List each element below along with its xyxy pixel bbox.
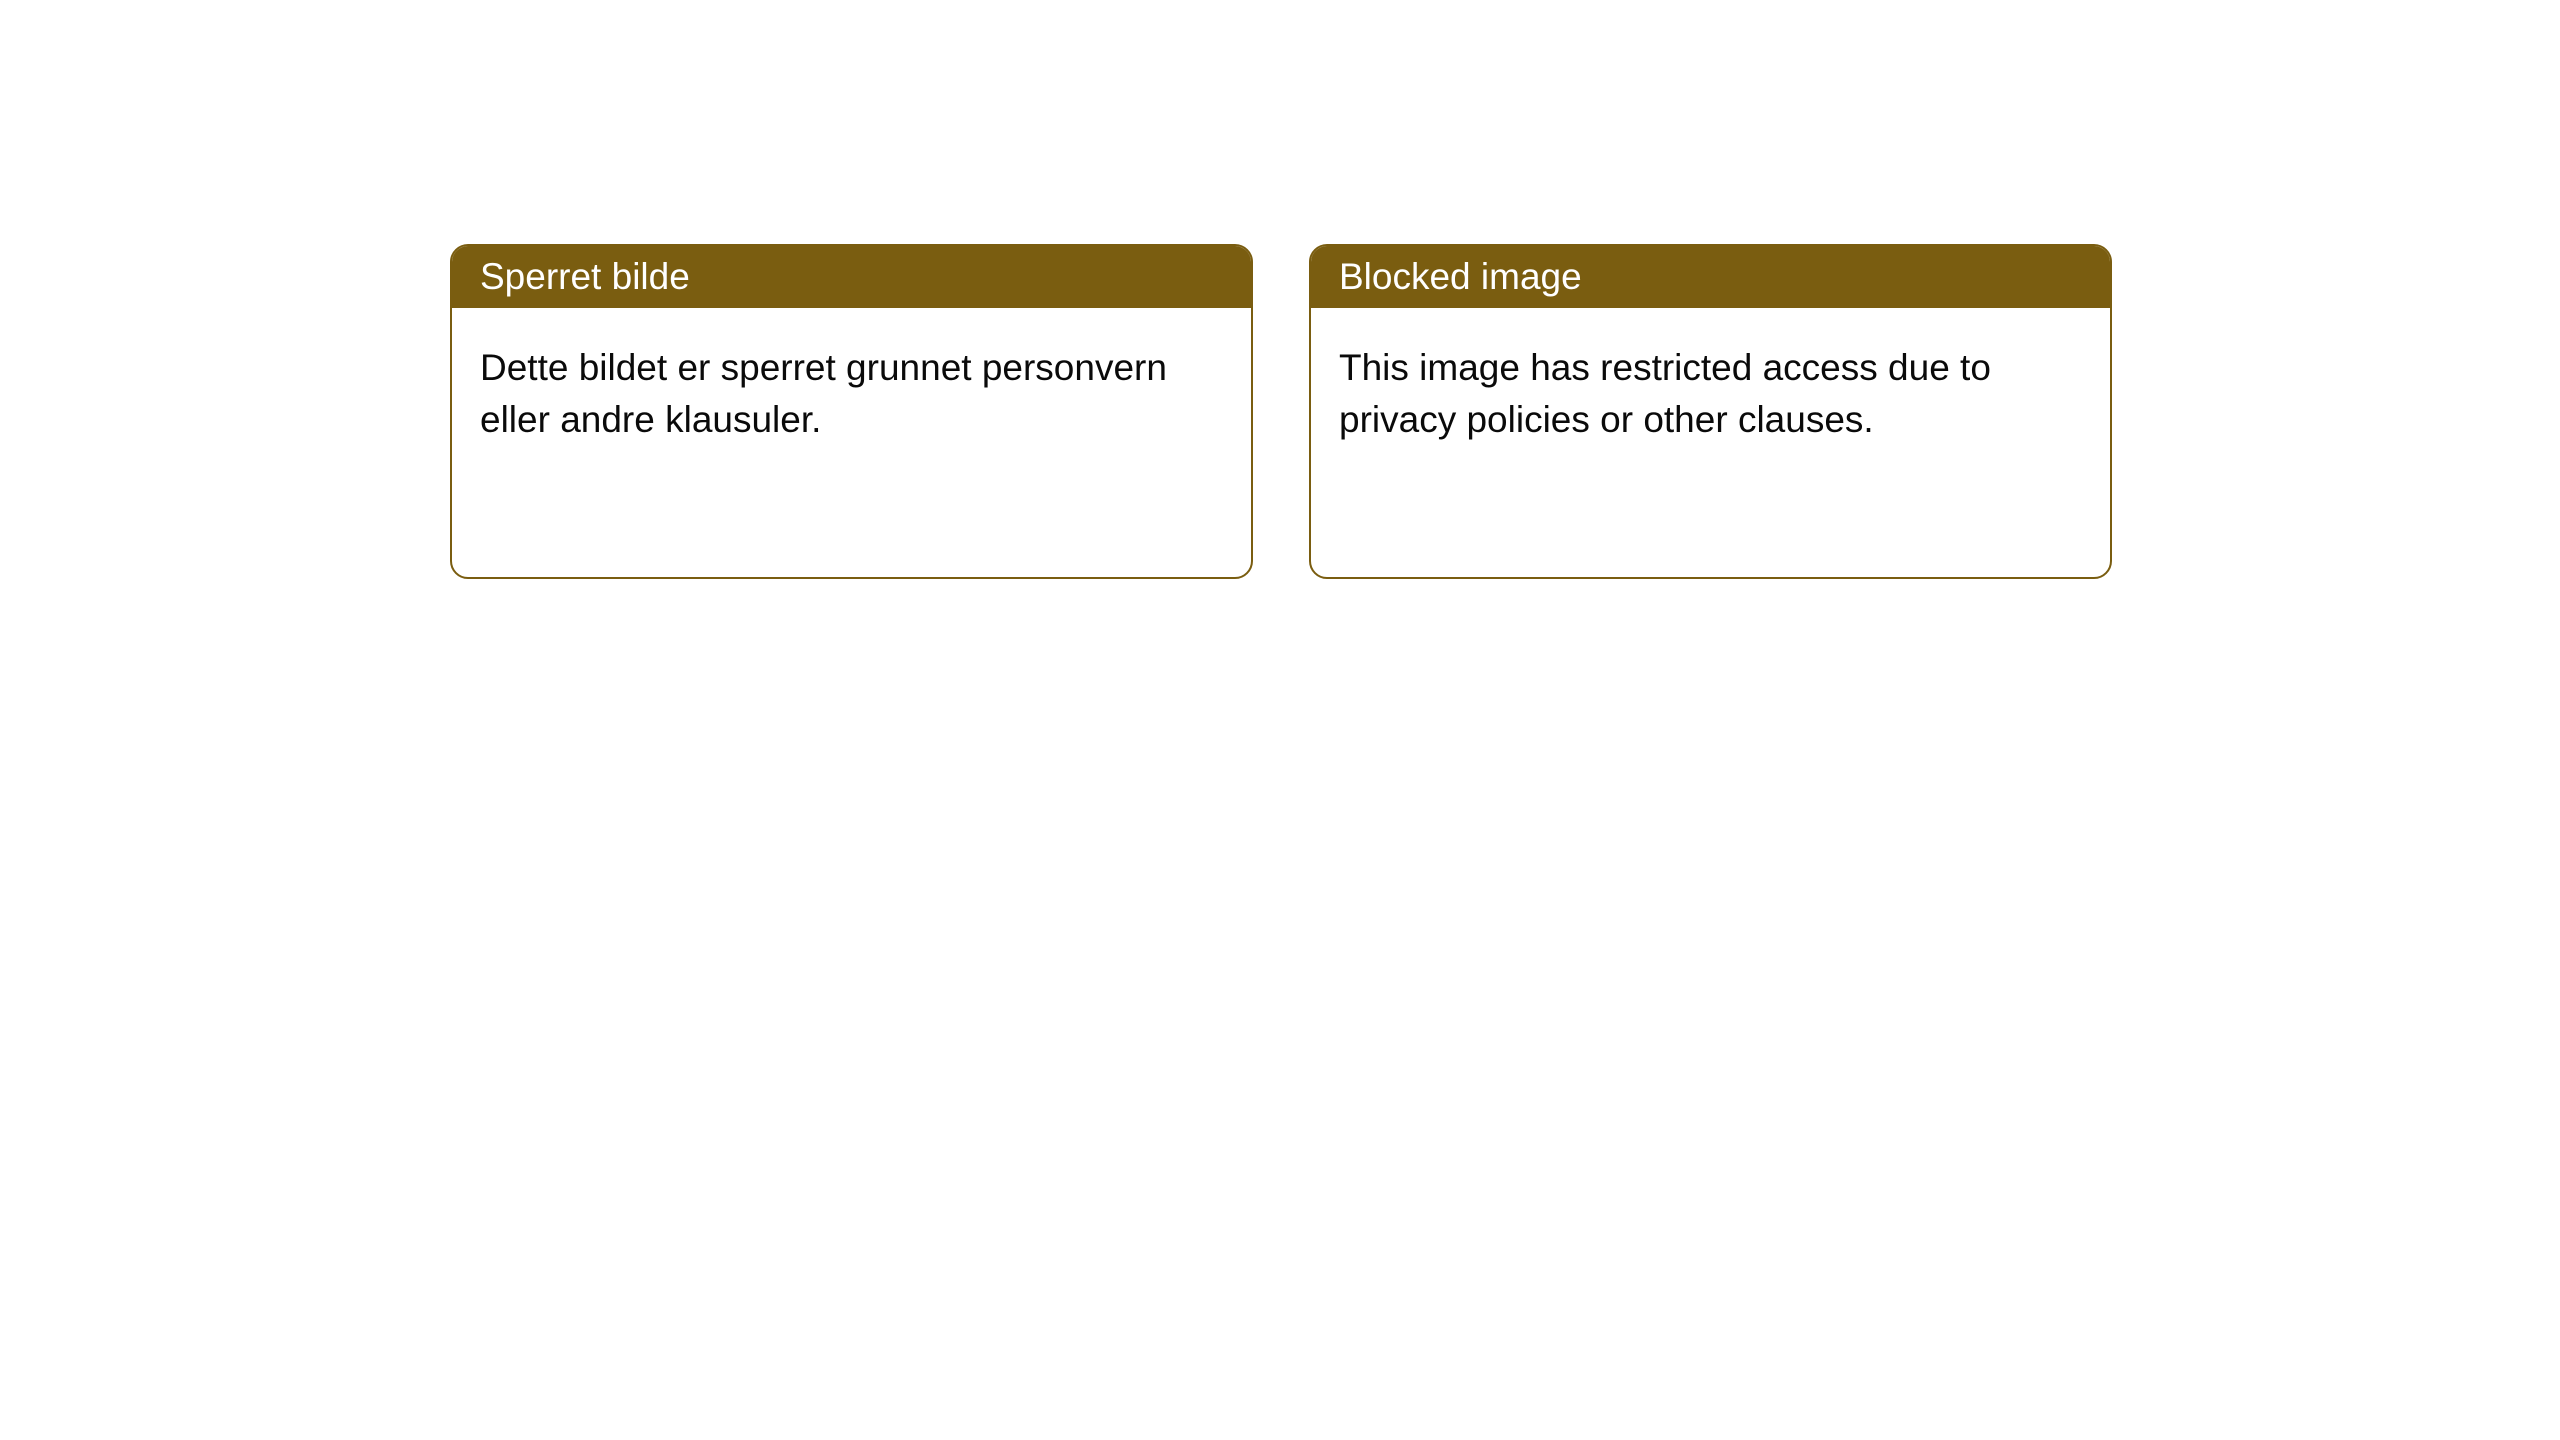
notice-card-norwegian: Sperret bilde Dette bildet er sperret gr… — [450, 244, 1253, 579]
notice-header: Blocked image — [1311, 246, 2110, 308]
notices-container: Sperret bilde Dette bildet er sperret gr… — [0, 0, 2560, 579]
notice-body: This image has restricted access due to … — [1311, 308, 2110, 480]
notice-card-english: Blocked image This image has restricted … — [1309, 244, 2112, 579]
notice-header: Sperret bilde — [452, 246, 1251, 308]
notice-body: Dette bildet er sperret grunnet personve… — [452, 308, 1251, 480]
